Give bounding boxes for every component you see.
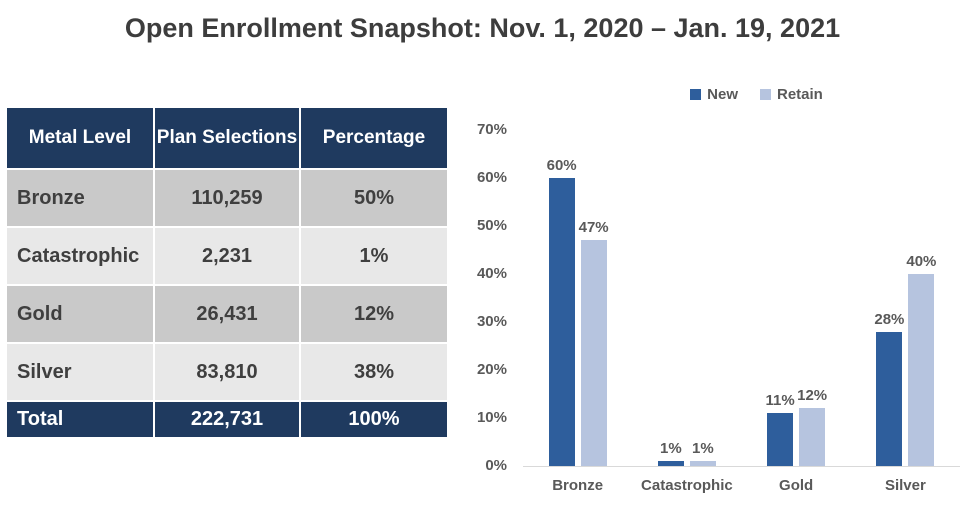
bar-group-bronze: 60% 47% <box>547 157 609 466</box>
x-axis-label-silver: Silver <box>884 477 926 494</box>
legend-swatch-icon <box>690 89 702 100</box>
cell-percentage: 38% <box>301 344 447 400</box>
cell-metal-level: Silver <box>7 344 153 400</box>
cell-total-label: Total <box>7 402 153 437</box>
bar-retain-silver: 40% <box>906 253 936 466</box>
y-axis-tick-label: 70% <box>476 121 507 138</box>
legend-label: New <box>707 86 738 103</box>
col-header-percentage: Percentage <box>301 108 447 168</box>
value-label: 1% <box>692 440 714 458</box>
cell-total-selections: 222,731 <box>155 402 299 437</box>
cell-plan-selections: 83,810 <box>155 344 299 400</box>
y-axis-tick-label: 50% <box>476 217 507 234</box>
legend-label: Retain <box>777 86 823 103</box>
cell-plan-selections: 110,259 <box>155 170 299 226</box>
cell-total-percentage: 100% <box>301 402 447 437</box>
cell-percentage: 12% <box>301 286 447 342</box>
value-label: 1% <box>660 440 682 458</box>
bar-group-catastrophic: 1% 1% <box>657 440 716 466</box>
cell-metal-level: Bronze <box>7 170 153 226</box>
chart-legend: New Retain <box>523 86 960 103</box>
col-header-plan-selections: Plan Selections <box>155 108 299 168</box>
cell-percentage: 1% <box>301 228 447 284</box>
bar-group-gold: 11% 12% <box>766 387 827 466</box>
value-label: 47% <box>578 219 609 237</box>
y-axis-tick-label: 40% <box>476 265 507 282</box>
y-axis-tick-label: 30% <box>476 313 507 330</box>
y-axis-tick-label: 10% <box>476 409 507 426</box>
x-axis-label-gold: Gold <box>779 477 814 494</box>
x-axis-label-catastrophic: Catastrophic <box>641 477 733 494</box>
bar-new-gold: 11% <box>766 392 795 466</box>
chart-y-axis: 0% 10% 20% 30% 40% 50% 60% 70% <box>460 121 507 474</box>
bar-new-catastrophic: 1% <box>657 440 684 466</box>
legend-item-new: New <box>690 86 738 103</box>
chart-x-axis-labels: Bronze Catastrophic Gold Silver <box>523 477 960 494</box>
value-label: 12% <box>797 387 828 405</box>
bar-retain-bronze: 47% <box>579 219 609 466</box>
cell-plan-selections: 26,431 <box>155 286 299 342</box>
value-label: 11% <box>765 392 795 410</box>
y-axis-tick-label: 60% <box>476 169 507 186</box>
page-title: Open Enrollment Snapshot: Nov. 1, 2020 –… <box>124 13 841 43</box>
col-header-metal-level: Metal Level <box>7 108 153 168</box>
x-axis-label-bronze: Bronze <box>552 477 604 494</box>
value-label: 60% <box>546 157 577 174</box>
cell-metal-level: Catastrophic <box>7 228 153 284</box>
cell-plan-selections: 2,231 <box>155 228 299 284</box>
bar-new-bronze: 60% <box>547 157 577 466</box>
value-label: 40% <box>906 253 937 270</box>
bar-new-silver: 28% <box>874 311 904 466</box>
legend-swatch-icon <box>760 89 771 100</box>
bar-retain-catastrophic: 1% <box>689 440 716 466</box>
bar-chart-plot: 60% 47% 1% 1% 11% 12% 28% 40% <box>523 130 960 467</box>
legend-item-retain: Retain <box>760 86 823 103</box>
y-axis-tick-label: 0% <box>485 457 507 474</box>
bar-group-silver: 28% 40% <box>874 253 936 466</box>
enrollment-table: Metal Level Plan Selections Percentage B… <box>7 108 447 437</box>
cell-metal-level: Gold <box>7 286 153 342</box>
value-label: 28% <box>874 310 905 328</box>
y-axis-tick-label: 20% <box>476 361 507 378</box>
cell-percentage: 50% <box>301 170 447 226</box>
bar-retain-gold: 12% <box>797 387 827 466</box>
